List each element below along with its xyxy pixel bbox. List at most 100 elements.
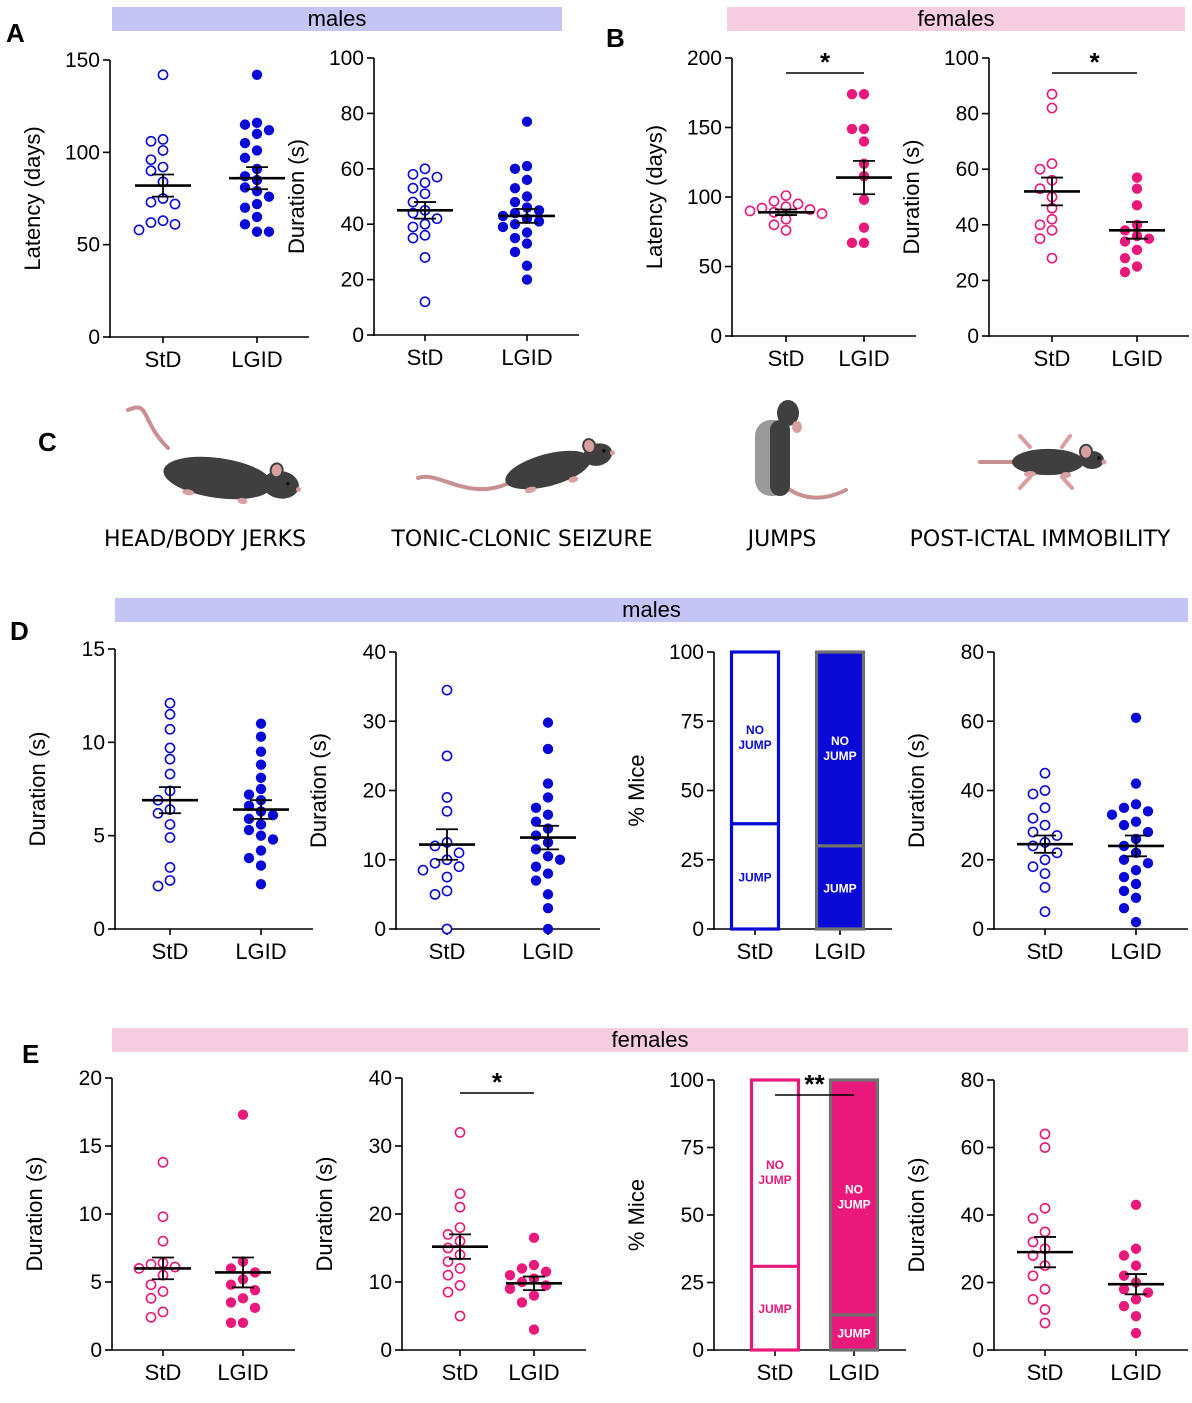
y-tick-label: 60 <box>961 1137 984 1160</box>
data-point <box>164 832 176 843</box>
data-point <box>1027 826 1039 838</box>
data-point <box>243 813 255 825</box>
data-point <box>1142 806 1154 817</box>
y-tick-label: 30 <box>363 710 386 733</box>
data-point <box>1130 1199 1142 1211</box>
mouse-running-icon <box>126 405 302 505</box>
data-point <box>255 783 267 795</box>
mouse-shape <box>1012 443 1107 478</box>
data-point <box>1130 778 1142 789</box>
data-point <box>255 772 267 783</box>
data-point <box>243 789 255 800</box>
significance-marker: * <box>1089 47 1100 77</box>
data-point <box>407 182 419 194</box>
data-point <box>1130 864 1142 876</box>
y-tick-label: 100 <box>329 47 364 70</box>
data-point <box>521 202 533 213</box>
data-point <box>1039 1202 1051 1214</box>
data-point <box>780 190 792 202</box>
data-point <box>509 232 521 244</box>
y-tick-label: 15 <box>82 638 105 661</box>
y-axis-label: Duration (s) <box>306 733 331 848</box>
panel-letter-c: C <box>38 427 57 457</box>
significance-marker: ** <box>804 1069 825 1099</box>
data-point <box>528 1324 540 1335</box>
y-tick-label: 10 <box>369 1271 392 1294</box>
data-point <box>157 1286 169 1297</box>
behavior-label: JUMPS <box>746 527 817 552</box>
data-point <box>768 219 780 231</box>
panel-letter-a: A <box>6 18 25 48</box>
data-point <box>164 697 176 709</box>
data-point <box>419 252 431 263</box>
data-point <box>516 1276 528 1288</box>
data-point <box>1034 219 1046 231</box>
data-point <box>157 145 169 156</box>
data-point <box>530 830 542 841</box>
data-point <box>133 224 145 236</box>
data-point <box>1027 861 1039 873</box>
data-point <box>454 1263 466 1274</box>
banner-bar <box>727 7 1185 31</box>
y-tick-label: 100 <box>687 186 722 209</box>
banner-label: females <box>917 6 994 31</box>
x-tick-label: StD <box>145 347 182 372</box>
significance-marker: * <box>492 1067 503 1097</box>
data-point <box>1027 1212 1039 1224</box>
data-point <box>846 88 858 100</box>
y-tick-label: 0 <box>692 918 704 941</box>
mouse-ear <box>582 438 597 454</box>
y-axis-label: % Mice <box>624 754 649 826</box>
banner-male: males <box>112 6 562 31</box>
y-tick-label: 0 <box>967 325 979 348</box>
data-point <box>858 123 870 135</box>
data-point <box>255 879 267 890</box>
data-point <box>521 274 533 285</box>
chart-d2: 0 10 20 30 40 Duration (s) StD LGID <box>306 641 600 964</box>
segment-label-nojump: JUMP <box>823 749 856 763</box>
x-tick-label: StD <box>145 1360 182 1385</box>
mouse-eye <box>286 481 290 486</box>
data-point <box>453 847 465 859</box>
y-tick-label: 150 <box>65 49 100 72</box>
data-point <box>169 1261 181 1273</box>
x-tick-label: StD <box>737 939 774 964</box>
data-point <box>1130 878 1142 890</box>
x-tick-label: LGID <box>235 939 286 964</box>
data-point <box>1027 812 1039 824</box>
y-tick-label: 0 <box>972 918 984 941</box>
data-point <box>1130 1311 1142 1322</box>
segment-label-nojump: NO <box>831 734 849 748</box>
y-axis-label: Duration (s) <box>904 733 929 848</box>
data-point <box>169 218 181 230</box>
y-tick-label: 25 <box>681 1272 704 1295</box>
data-point <box>249 1284 261 1296</box>
y-tick-label: 60 <box>961 710 984 733</box>
mouse-legs <box>1018 434 1074 490</box>
y-tick-label: 0 <box>374 918 386 941</box>
data-point <box>533 216 545 227</box>
mouse-shape <box>163 456 302 505</box>
data-point <box>542 743 554 755</box>
data-point <box>542 868 554 879</box>
mouse-crouching-icon <box>416 438 615 494</box>
banner-label: males <box>308 6 367 31</box>
data-point <box>255 718 267 729</box>
y-tick-label: 80 <box>341 102 364 125</box>
x-tick-label: LGID <box>217 1360 268 1385</box>
data-point <box>1142 1287 1154 1298</box>
data-point <box>419 218 431 230</box>
y-tick-label: 20 <box>341 269 364 292</box>
data-point <box>164 753 176 765</box>
data-point <box>516 1263 528 1274</box>
mouse-shape <box>505 438 615 494</box>
data-point <box>1046 88 1058 100</box>
data-point <box>1130 1327 1142 1339</box>
mouse-ear <box>269 462 284 479</box>
data-point <box>509 182 521 194</box>
data-point <box>441 792 453 803</box>
data-point <box>407 221 419 233</box>
data-point <box>237 1293 249 1304</box>
data-point <box>243 852 255 864</box>
data-point <box>1118 885 1130 897</box>
